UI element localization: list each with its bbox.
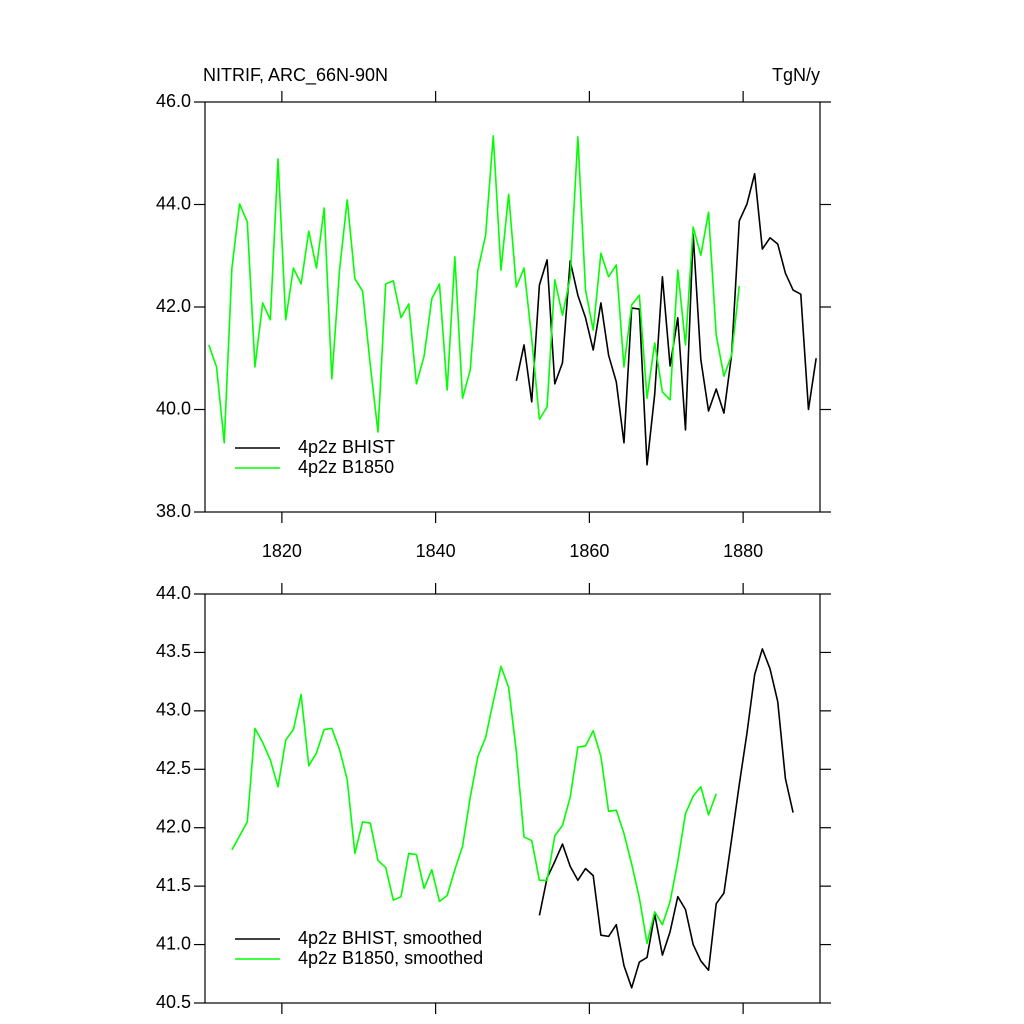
y-tick-label: 43.5 xyxy=(156,641,191,661)
legend-label: 4p2z B1850, smoothed xyxy=(298,948,483,968)
data-line xyxy=(231,665,717,945)
x-tick-label: 1840 xyxy=(416,541,456,561)
legend-label: 4p2z B1850 xyxy=(298,457,394,477)
legend-label: 4p2z BHIST xyxy=(298,437,395,457)
y-tick-label: 40.5 xyxy=(156,992,191,1012)
y-tick-label: 42.5 xyxy=(156,758,191,778)
units-label: TgN/y xyxy=(772,65,820,85)
y-tick-label: 46.0 xyxy=(156,91,191,111)
x-tick-label: 1860 xyxy=(569,541,609,561)
data-line xyxy=(515,172,817,466)
y-tick-label: 44.0 xyxy=(156,583,191,603)
y-tick-label: 43.0 xyxy=(156,700,191,720)
y-tick-label: 38.0 xyxy=(156,501,191,521)
x-tick-label: 1820 xyxy=(262,541,302,561)
data-line xyxy=(538,648,794,989)
y-tick-label: 40.0 xyxy=(156,398,191,418)
y-tick-label: 42.0 xyxy=(156,816,191,836)
plot-frame xyxy=(204,593,821,1004)
y-tick-label: 41.0 xyxy=(156,933,191,953)
y-tick-label: 44.0 xyxy=(156,193,191,213)
chart-title: NITRIF, ARC_66N-90N xyxy=(203,65,388,86)
y-tick-label: 41.5 xyxy=(156,875,191,895)
legend-label: 4p2z BHIST, smoothed xyxy=(298,928,482,948)
x-tick-label: 1880 xyxy=(723,541,763,561)
y-tick-label: 42.0 xyxy=(156,296,191,316)
data-line xyxy=(208,135,741,444)
